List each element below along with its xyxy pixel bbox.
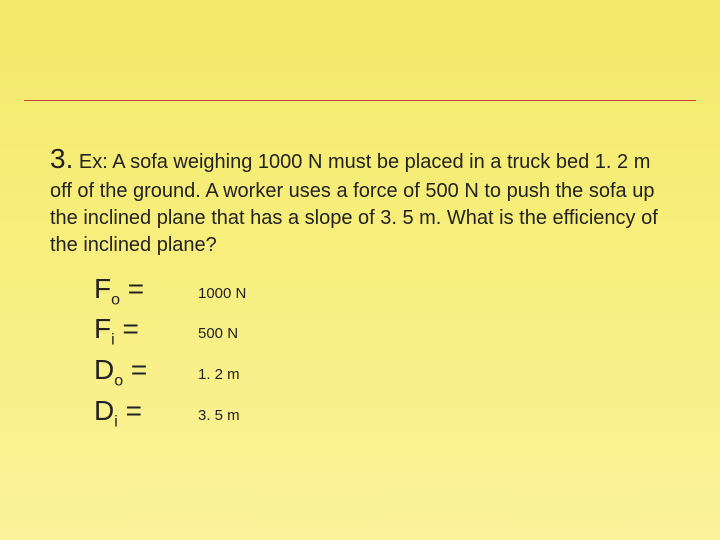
var-value-fi: 500 N — [192, 325, 238, 342]
var-symbol: D — [94, 354, 114, 385]
var-eq: = — [115, 313, 139, 344]
divider-line — [24, 100, 696, 101]
var-label-do: Do = — [94, 354, 192, 391]
problem-text: 3. Ex: A sofa weighing 1000 N must be pl… — [50, 140, 670, 259]
var-symbol: F — [94, 313, 111, 344]
variable-row: Di = 3. 5 m — [94, 395, 670, 432]
variable-row: Fo = 1000 N — [94, 273, 670, 310]
slide-content: 3. Ex: A sofa weighing 1000 N must be pl… — [50, 140, 670, 435]
var-eq: = — [118, 395, 142, 426]
var-symbol: F — [94, 273, 111, 304]
problem-number: 3. — [50, 143, 73, 174]
variable-row: Do = 1. 2 m — [94, 354, 670, 391]
var-eq: = — [120, 273, 144, 304]
problem-body: Ex: A sofa weighing 1000 N must be place… — [50, 151, 658, 256]
var-value-do: 1. 2 m — [192, 366, 240, 383]
var-eq: = — [123, 354, 147, 385]
var-label-di: Di = — [94, 395, 192, 432]
variable-list: Fo = 1000 N Fi = 500 N Do = 1. 2 m Di = — [94, 273, 670, 431]
var-label-fo: Fo = — [94, 273, 192, 310]
var-label-fi: Fi = — [94, 313, 192, 350]
variable-row: Fi = 500 N — [94, 313, 670, 350]
var-symbol: D — [94, 395, 114, 426]
var-subscript: o — [111, 291, 120, 308]
slide: 3. Ex: A sofa weighing 1000 N must be pl… — [0, 0, 720, 540]
var-value-di: 3. 5 m — [192, 407, 240, 424]
var-subscript: o — [114, 373, 123, 390]
var-value-fo: 1000 N — [192, 285, 246, 302]
